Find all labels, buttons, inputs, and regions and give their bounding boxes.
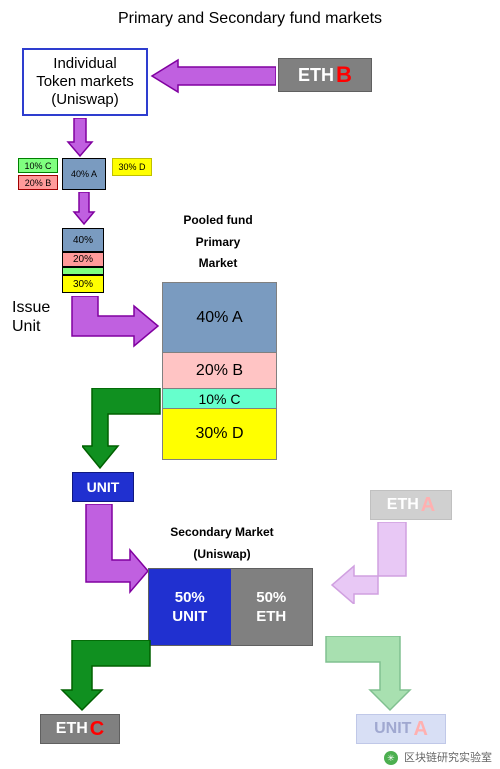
pooled-label: Pooled fund Primary Market bbox=[158, 210, 278, 275]
diagram-title: Primary and Secondary fund markets bbox=[0, 10, 500, 28]
primary-20b: 20% B bbox=[163, 353, 276, 389]
secondary-eth-pct: 50% bbox=[256, 588, 286, 608]
secondary-unit-pct: 50% bbox=[175, 588, 205, 608]
eth-b-text: ETH bbox=[298, 65, 334, 86]
primary-40a: 40% A bbox=[163, 283, 276, 353]
token-40a: 40% A bbox=[62, 158, 106, 190]
arrow-etha-to-secondary-fade bbox=[318, 522, 410, 604]
eth-b-box: ETH B bbox=[278, 58, 372, 92]
secondary-stack: 50% UNIT 50% ETH bbox=[148, 568, 313, 646]
secondary-line2: (Uniswap) bbox=[142, 544, 302, 566]
arrow-uniswap-down bbox=[66, 118, 94, 158]
eth-c-box: ETH C bbox=[40, 714, 120, 744]
arrow-unit-to-secondary bbox=[82, 504, 150, 596]
issue-line2: Unit bbox=[12, 317, 72, 336]
unit-a-fade-box: UNIT A bbox=[356, 714, 446, 744]
unit-a-letter: A bbox=[413, 718, 427, 741]
arrow-tokens-down bbox=[72, 192, 96, 226]
eth-a-letter: A bbox=[421, 494, 435, 517]
primary-stack: 40% A 20% B 10% C 30% D bbox=[162, 282, 277, 460]
arrow-secondary-to-unita-fade bbox=[322, 636, 414, 712]
footer-text: 区块链研究实验室 bbox=[404, 752, 492, 764]
mini-30: 30% bbox=[62, 275, 104, 293]
footer-watermark: ✳ 区块链研究实验室 bbox=[376, 745, 500, 769]
uniswap-line3: (Uniswap) bbox=[51, 91, 119, 109]
secondary-line1: Secondary Market bbox=[142, 522, 302, 544]
secondary-eth: 50% ETH bbox=[231, 569, 313, 645]
pooled-line2: Primary bbox=[158, 232, 278, 254]
pooled-line3: Market bbox=[158, 253, 278, 275]
secondary-eth-lbl: ETH bbox=[256, 607, 286, 627]
arrow-ethb-to-uniswap bbox=[150, 58, 276, 94]
secondary-label: Secondary Market (Uniswap) bbox=[142, 522, 302, 565]
mini-10 bbox=[62, 267, 104, 275]
uniswap-line1: Individual bbox=[53, 55, 116, 73]
individual-token-markets-box: Individual Token markets (Uniswap) bbox=[22, 48, 148, 116]
eth-c-letter: C bbox=[90, 718, 104, 741]
token-30d: 30% D bbox=[112, 158, 152, 176]
wechat-icon: ✳ bbox=[384, 751, 398, 765]
arrow-ministack-to-primary bbox=[68, 296, 160, 356]
arrow-secondary-to-ethc bbox=[60, 640, 152, 712]
unit-a-text: UNIT bbox=[374, 720, 411, 738]
eth-c-text: ETH bbox=[56, 720, 88, 738]
eth-a-fade-box: ETH A bbox=[370, 490, 452, 520]
uniswap-line2: Token markets bbox=[36, 73, 134, 91]
issue-line1: Issue bbox=[12, 298, 72, 317]
token-10c: 10% C bbox=[18, 158, 58, 173]
secondary-unit-lbl: UNIT bbox=[172, 607, 207, 627]
unit-box: UNIT bbox=[72, 472, 134, 502]
mini-40: 40% bbox=[62, 228, 104, 252]
token-20b: 20% B bbox=[18, 175, 58, 190]
eth-b-letter: B bbox=[336, 62, 352, 88]
mini-20: 20% bbox=[62, 252, 104, 267]
primary-10c: 10% C bbox=[163, 389, 276, 409]
arrow-primary-to-unit bbox=[82, 388, 162, 470]
eth-a-text: ETH bbox=[387, 496, 419, 514]
secondary-unit: 50% UNIT bbox=[149, 569, 231, 645]
primary-30d: 30% D bbox=[163, 409, 276, 459]
issue-unit-label: Issue Unit bbox=[12, 298, 72, 336]
pooled-line1: Pooled fund bbox=[158, 210, 278, 232]
mini-stack: 40% 20% 30% bbox=[62, 228, 104, 293]
